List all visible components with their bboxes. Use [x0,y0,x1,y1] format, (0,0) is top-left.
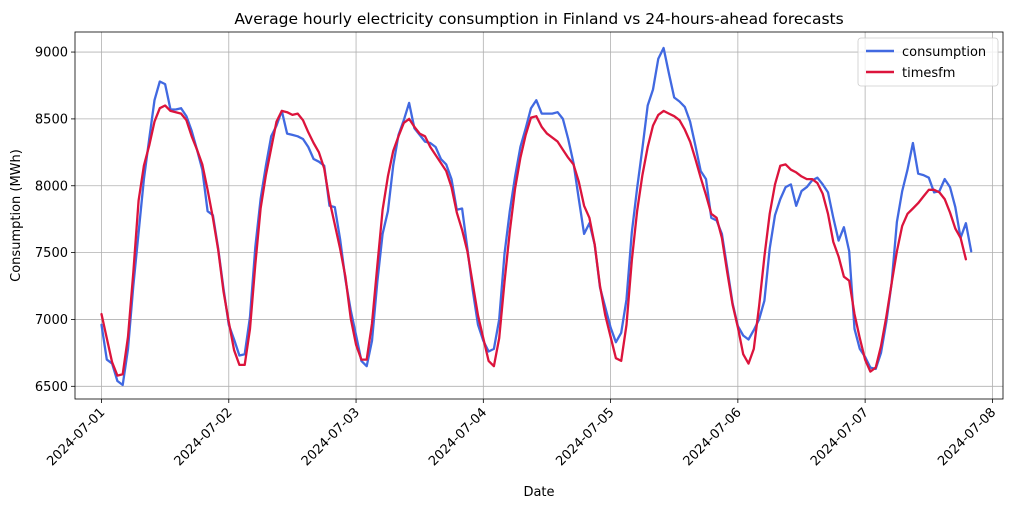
series-lines [100,46,973,387]
y-tick-label: 8000 [35,179,68,194]
y-tick-label: 9000 [35,46,68,61]
legend-label-consumption: consumption [902,45,986,60]
y-tick-label: 7500 [35,246,68,261]
y-axis-ticks: 6500 7000 7500 8000 8500 9000 [35,46,75,395]
legend-label-timesfm: timesfm [902,66,955,81]
chart-title: Average hourly electricity consumption i… [234,10,843,28]
plot-frame [74,31,1004,400]
y-tick-label: 7000 [35,313,68,328]
y-axis-label: Consumption (MWh) [9,149,24,282]
legend: consumption timesfm [857,37,999,87]
y-tick-label: 6500 [35,380,68,395]
y-tick-label: 8500 [35,112,68,127]
x-axis-label: Date [523,485,554,500]
series-line-consumption [100,46,973,387]
series-line-timesfm [100,104,968,377]
